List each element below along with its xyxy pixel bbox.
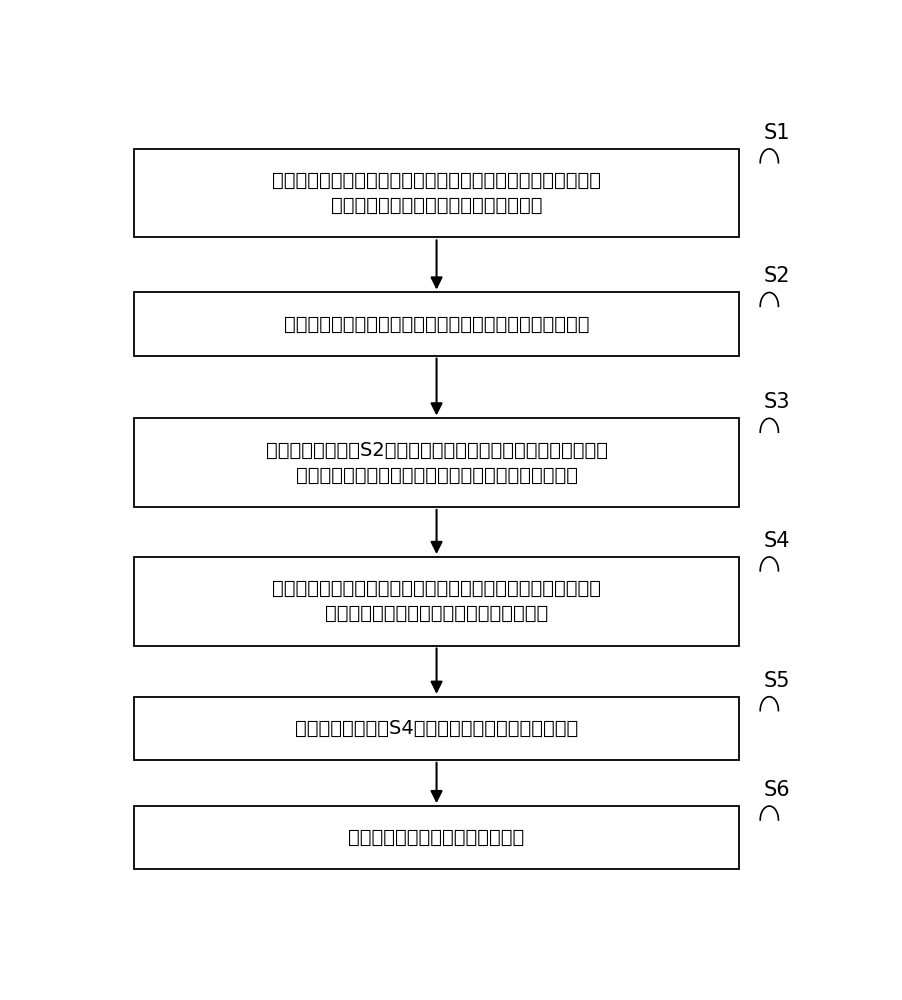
Text: 的钚同位素比计算确定待测钚溶解液中的钚同位素组分: 的钚同位素比计算确定待测钚溶解液中的钚同位素组分 (295, 465, 577, 484)
Text: 利用伽玛能谱测定S2步骤中获得的树脂的钚同位素比；根据测得: 利用伽玛能谱测定S2步骤中获得的树脂的钚同位素比；根据测得 (265, 441, 607, 460)
Bar (133, 418, 739, 507)
Text: S4: S4 (763, 531, 789, 551)
Bar (133, 292, 739, 356)
Text: 计算确定待测钚溶解液中的钚浓度: 计算确定待测钚溶解液中的钚浓度 (348, 828, 524, 847)
Text: S2: S2 (763, 266, 789, 286)
Text: S5: S5 (763, 671, 789, 691)
Text: 将钚同位素稀释剂溶液与待测钚溶解液混合得混合溶液，利用树: 将钚同位素稀释剂溶液与待测钚溶解液混合得混合溶液，利用树 (272, 579, 601, 598)
Text: S1: S1 (763, 123, 789, 143)
Text: 利用树脂吸附待测钚溶解液，获得吸附待测钚溶解液的树脂: 利用树脂吸附待测钚溶解液，获得吸附待测钚溶解液的树脂 (283, 315, 589, 334)
Text: S6: S6 (763, 780, 789, 800)
Text: S3: S3 (763, 392, 789, 412)
Bar (133, 557, 739, 646)
Text: 脂吸附混合溶液，获得吸附混合溶液的树脂: 脂吸附混合溶液，获得吸附混合溶液的树脂 (325, 604, 548, 623)
Bar (133, 149, 739, 237)
Bar (133, 697, 739, 760)
Text: 利用伽玛能谱测定S4步骤中获得的树脂的钚同位素比: 利用伽玛能谱测定S4步骤中获得的树脂的钚同位素比 (295, 719, 577, 738)
Text: 溶液中的钚浓度和钚同位素组分预先确定: 溶液中的钚浓度和钚同位素组分预先确定 (330, 196, 542, 215)
Text: 将钚样品溶解制成钚同位素稀释剂溶液，其中，钚同位素稀释剂: 将钚样品溶解制成钚同位素稀释剂溶液，其中，钚同位素稀释剂 (272, 171, 601, 190)
Bar (133, 806, 739, 869)
